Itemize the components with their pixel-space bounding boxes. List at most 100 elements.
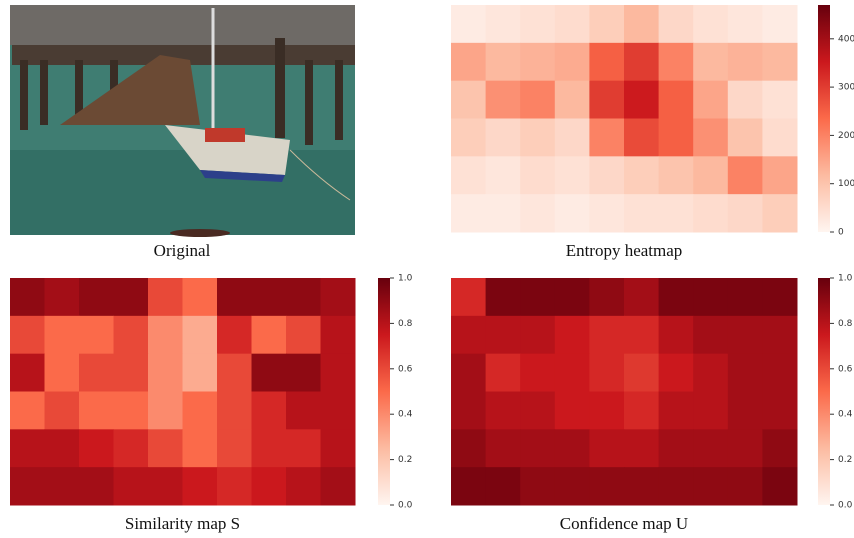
heatmap-cell	[762, 429, 797, 467]
heatmap-cell	[252, 392, 287, 430]
heatmap-cell	[555, 5, 590, 43]
heatmap-cell	[589, 467, 624, 505]
heatmap-cell	[728, 278, 763, 316]
colorbar-tick-label: 0.8	[838, 319, 853, 329]
heatmap-cell	[624, 316, 659, 354]
heatmap-cell	[321, 467, 356, 505]
heatmap-cell	[693, 81, 728, 119]
heatmap	[451, 5, 798, 233]
heatmap-cell	[451, 278, 486, 316]
heatmap	[10, 278, 356, 506]
heatmap-cell	[520, 156, 555, 194]
heatmap-cell	[728, 354, 763, 392]
heatmap-cell	[555, 81, 590, 119]
heatmap-cell	[114, 316, 149, 354]
heatmap-cell	[589, 316, 624, 354]
caption: Similarity map S	[125, 514, 240, 533]
heatmap-cell	[693, 119, 728, 157]
heatmap-cell	[45, 316, 80, 354]
heatmap-cell	[486, 278, 521, 316]
heatmap-cell	[217, 316, 252, 354]
heatmap-cell	[183, 429, 218, 467]
heatmap-cell	[520, 278, 555, 316]
heatmap-cell	[321, 429, 356, 467]
heatmap-cell	[555, 354, 590, 392]
heatmap-cell	[10, 467, 45, 505]
heatmap-cell	[624, 467, 659, 505]
heatmap-cell	[486, 392, 521, 430]
heatmap-cell	[486, 156, 521, 194]
heatmap-cell	[659, 354, 694, 392]
heatmap-cell	[217, 467, 252, 505]
heatmap-cell	[693, 467, 728, 505]
heatmap-cell	[114, 354, 149, 392]
heatmap-cell	[693, 5, 728, 43]
heatmap	[451, 278, 798, 506]
colorbar-tick-label: 100	[838, 179, 854, 189]
heatmap-cell	[728, 156, 763, 194]
colorbar-tick-label: 0.4	[838, 410, 853, 420]
heatmap-cell	[762, 278, 797, 316]
heatmap-cell	[79, 278, 114, 316]
colorbar-tick-label: 0	[838, 228, 844, 238]
heatmap-cell	[693, 354, 728, 392]
heatmap-cell	[252, 429, 287, 467]
heatmap-cell	[624, 119, 659, 157]
heatmap-cell	[286, 429, 321, 467]
figure: Original 0100200300400Entropy heatmap0.0…	[0, 0, 854, 538]
heatmap-cell	[286, 316, 321, 354]
heatmap-cell	[45, 278, 80, 316]
heatmap-cell	[79, 392, 114, 430]
heatmap-cell	[693, 194, 728, 232]
heatmap-cell	[589, 429, 624, 467]
heatmap-cell	[589, 81, 624, 119]
heatmap-cell	[286, 354, 321, 392]
heatmap-cell	[148, 354, 183, 392]
heatmap-cell	[659, 43, 694, 81]
heatmap-cell	[728, 119, 763, 157]
heatmap-cell	[252, 316, 287, 354]
heatmap-cell	[693, 43, 728, 81]
colorbar	[818, 5, 830, 232]
heatmap-cell	[183, 392, 218, 430]
heatmap-cell	[486, 43, 521, 81]
heatmap-cell	[321, 316, 356, 354]
colorbar-tick-label: 400	[838, 34, 854, 44]
heatmap-cell	[486, 316, 521, 354]
heatmap-cell	[10, 392, 45, 430]
heatmap-cell	[148, 392, 183, 430]
heatmap-cell	[451, 354, 486, 392]
colorbar-tick-label: 1.0	[838, 274, 853, 284]
heatmap-cell	[520, 316, 555, 354]
heatmap-cell	[555, 392, 590, 430]
heatmap-cell	[728, 194, 763, 232]
heatmap-cell	[728, 81, 763, 119]
heatmap-cell	[148, 467, 183, 505]
heatmap-cell	[659, 5, 694, 43]
colorbar-tick-label: 0.8	[398, 319, 413, 329]
heatmap-cell	[624, 392, 659, 430]
heatmap-cell	[114, 278, 149, 316]
heatmap-cell	[555, 429, 590, 467]
heatmap-cell	[520, 5, 555, 43]
heatmap-cell	[321, 392, 356, 430]
heatmap-cell	[659, 392, 694, 430]
heatmap-cell	[520, 43, 555, 81]
heatmap-cell	[693, 156, 728, 194]
heatmap-cell	[252, 278, 287, 316]
heatmap-cell	[555, 156, 590, 194]
heatmap-cell	[217, 392, 252, 430]
heatmap-cell	[79, 467, 114, 505]
heatmap-cell	[728, 43, 763, 81]
heatmap-cell	[451, 5, 486, 43]
heatmap-cell	[728, 5, 763, 43]
photo	[10, 5, 355, 237]
caption: Confidence map U	[560, 514, 688, 533]
heatmap-cell	[659, 316, 694, 354]
heatmap-cell	[520, 81, 555, 119]
heatmap-cell	[589, 392, 624, 430]
caption: Entropy heatmap	[566, 241, 683, 260]
heatmap-cell	[624, 5, 659, 43]
heatmap-cell	[183, 316, 218, 354]
heatmap-cell	[79, 429, 114, 467]
